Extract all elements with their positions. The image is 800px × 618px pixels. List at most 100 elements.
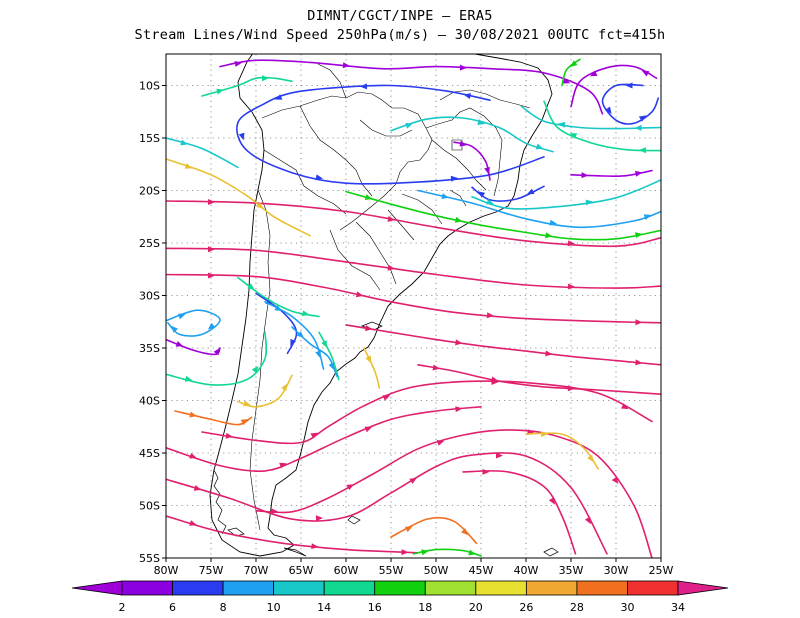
streamline-arrow [178,313,186,320]
x-tick-label: 30W [604,564,629,577]
streamline-arrow [311,543,319,550]
streamline-arrow [382,395,391,401]
streamline [520,105,661,130]
streamline-arrow [454,216,463,223]
colorbar-low-triangle [71,580,123,596]
streamline-arrow [365,355,372,364]
streamline [236,84,545,185]
streamline-arrow [477,191,486,198]
streamline-arrow [589,70,598,77]
streamline-arrow [455,406,463,413]
x-tick-label: 65W [289,564,314,577]
x-tick-label: 45W [469,564,494,577]
streamline-arrow [328,362,335,371]
y-tick-label: 30S [139,290,160,303]
streamline-arrow [189,520,197,526]
streamline-arrow [581,172,589,179]
streamline-arrow [567,283,575,290]
streamline-arrow [315,350,321,359]
streamline-arrow [455,339,463,346]
islands [213,321,559,557]
streamline-arrow [301,310,310,317]
x-tick-label: 40W [514,564,539,577]
streamline-arrow [184,375,193,382]
chart-subtitle: Stream Lines/Wind Speed 250hPa(m/s) – 30… [134,27,666,43]
streamline-arrow [243,400,251,407]
x-tick-label: 25W [649,564,674,577]
streamline [345,324,661,366]
streamline [201,380,653,445]
streamline-arrow [262,75,269,82]
streamline-arrow [461,528,469,536]
y-tick-label: 25S [139,237,160,250]
streamline-arrow [234,60,242,67]
x-tick-label: 50W [424,564,449,577]
streamline-arrow [527,429,535,436]
colorbar-high-triangle [677,580,729,596]
colorbar-label: 14 [317,601,331,614]
streamline [201,76,293,97]
y-tick-label: 40S [139,395,160,408]
streamline-arrow [355,291,364,298]
streamline-arrow [184,163,193,169]
streamline-arrow [180,139,188,146]
streamline-arrow [281,383,288,392]
streamline [561,58,581,87]
y-tick-label: 20S [139,185,160,198]
streamline-arrow [441,193,449,200]
streamline-arrow [486,198,494,205]
streamline [318,331,340,381]
streamline-arrow [635,319,643,326]
streamline-arrow [405,122,413,129]
colorbar: 2 6 8 10 14 16 18 20 26 28 30 34 [71,580,729,614]
south-america-coastline [209,54,553,557]
streamline-arrow [459,64,467,71]
streamline-arrow [310,432,318,439]
streamline-arrow [605,106,612,114]
streamline-arrow [436,440,445,446]
streamline-arrow [216,88,224,95]
colorbar-segment [475,580,527,596]
x-tick-label: 35W [559,564,584,577]
y-tick-label: 15S [139,132,160,145]
colorbar-segment [273,580,325,596]
streamline-arrow [270,508,278,515]
streamline-arrow [468,549,476,556]
streamline [471,179,661,210]
streamline-arrow [567,240,575,247]
streamline-arrow [251,365,259,374]
streamlines [166,58,661,558]
x-tick-label: 70W [244,564,269,577]
streamline-arrow [634,124,642,131]
streamline-arrow [247,283,255,290]
colorbar-segment [121,580,173,596]
streamline-arrow [584,516,591,525]
streamline-arrow [541,431,548,438]
streamline-arrow [459,140,467,147]
colorbar-label: 26 [519,601,533,614]
streamline-arrow [641,70,650,77]
colorbar-segment [424,580,477,596]
streamline-arrow [296,331,304,339]
streamline [543,100,661,152]
y-tick-label: 50S [139,500,160,513]
streamline-arrow [495,452,503,459]
x-tick-label: 60W [334,564,359,577]
streamline-arrow [491,379,499,386]
colorbar-segment [576,580,628,596]
streamline-arrow [364,426,373,433]
streamline-arrow [634,232,643,239]
y-axis-ticks: 10S 15S 20S 25S 30S 35S 40S 45S 50S 55S [139,80,166,565]
streamline-arrow [587,454,594,463]
colorbar-label: 34 [671,601,685,614]
streamline-arrow [365,325,373,332]
colorbar-segment [374,580,426,596]
streamline-arrow [360,83,368,90]
x-tick-label: 55W [379,564,404,577]
streamline-arrow [545,232,553,239]
colorbar-label: 20 [469,601,483,614]
streamline-arrow [432,364,440,371]
streamline [174,410,253,426]
streamline-arrow [569,133,578,139]
streamline-arrow [225,432,233,439]
